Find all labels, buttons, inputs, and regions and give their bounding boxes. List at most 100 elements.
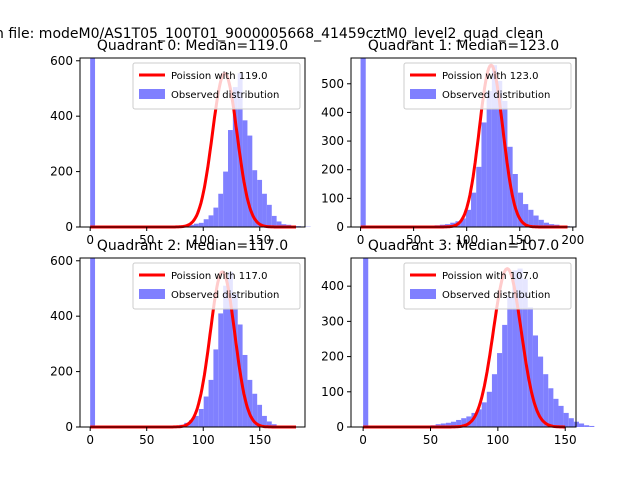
quadrant-2-legend-fit-label: Poission with 117.0 xyxy=(171,271,267,282)
quadrant-1-hist-bar xyxy=(491,65,498,228)
quadrant-1-xtick-label: 50 xyxy=(406,233,421,247)
quadrant-3-hist-bar xyxy=(563,412,569,427)
quadrant-3-ytick-label: 0 xyxy=(336,420,344,434)
quadrant-2-ytick-label: 400 xyxy=(50,309,73,323)
quadrant-1-ytick-label: 500 xyxy=(321,77,344,91)
quadrant-1-xtick-label: 150 xyxy=(508,233,531,247)
quadrant-3-hist-bar xyxy=(502,324,508,427)
quadrant-3-hist-bar xyxy=(507,296,513,427)
quadrant-3-hist-bar xyxy=(584,425,590,427)
quadrant-3-hist-bar xyxy=(450,421,457,427)
quadrant-3-hist-bar xyxy=(578,423,585,427)
quadrant-0-ytick-label: 400 xyxy=(50,109,73,123)
quadrant-2-hist-bar xyxy=(242,354,248,427)
quadrant-0-hist-bar xyxy=(242,120,248,227)
quadrant-1-legend-box xyxy=(403,62,572,110)
quadrant-3-xtick-label: 100 xyxy=(486,433,509,447)
quadrant-2-hist-bar xyxy=(208,379,214,427)
quadrant-2-hist-bar xyxy=(247,379,253,427)
quadrant-2-hist-bar xyxy=(228,271,233,427)
quadrant-0-xtick-label: 50 xyxy=(139,233,154,247)
quadrant-2-hist-bar xyxy=(203,396,209,427)
quadrant-0-ytick-label: 200 xyxy=(50,165,73,179)
quadrant-0-legend-observed-swatch xyxy=(139,89,165,99)
quadrant-3-hist-bar xyxy=(558,405,564,427)
quadrant-0-title: Quadrant 0: Median=119.0 xyxy=(97,38,288,54)
quadrant-3-ytick-label: 300 xyxy=(321,314,344,328)
quadrant-0-hist-bar xyxy=(271,215,277,227)
quadrant-2-ytick-label: 200 xyxy=(50,365,73,379)
quadrant-3-hist-bar xyxy=(476,409,482,427)
quadrant-3-hist-bar xyxy=(445,422,451,427)
quadrant-0-xtick-label: 100 xyxy=(192,233,215,247)
quadrant-3-xtick-label: 0 xyxy=(359,433,367,447)
quadrant-0-hist-bar xyxy=(208,215,214,227)
quadrant-1-ytick-label: 0 xyxy=(336,220,344,234)
quadrant-0-hist-bar xyxy=(266,204,272,227)
quadrant-0-axes: Quadrant 0: Median=119.0 0 50 100 150 0 200 400… xyxy=(50,38,311,247)
quadrant-1-hist-bar xyxy=(533,215,539,227)
quadrant-0-legend-fit-label: Poission with 119.0 xyxy=(171,71,267,82)
quadrant-0-legend-observed-label: Observed distribution xyxy=(171,90,279,101)
quadrant-2-legend-observed-swatch xyxy=(139,289,165,299)
quadrant-3-axes: Quadrant 3: Median=107.0 0 50 100 150 0 100 200… xyxy=(321,238,595,447)
quadrant-2-hist-bar xyxy=(193,415,199,427)
quadrant-0-hist-bar xyxy=(213,207,219,227)
quadrant-3-xtick-label: 50 xyxy=(423,433,438,447)
quadrant-3-hist-bar xyxy=(527,307,533,427)
quadrant-2-xtick-label: 100 xyxy=(192,433,215,447)
quadrant-0-ytick-label: 0 xyxy=(65,220,73,234)
quadrant-0-hist-bar xyxy=(223,171,229,227)
quadrant-2-hist-bar xyxy=(223,285,229,427)
quadrant-0-hist-bar xyxy=(252,170,258,227)
quadrant-1-hist-bar xyxy=(502,100,508,227)
quadrant-1-hist-bar xyxy=(481,122,487,227)
quadrant-2-ytick-label: 600 xyxy=(50,254,73,268)
quadrant-2-legend-observed-label: Observed distribution xyxy=(171,290,279,301)
quadrant-0-hist-bar xyxy=(198,222,204,227)
quadrant-1-hist-bar xyxy=(517,192,524,227)
quadrant-2-frame xyxy=(79,257,306,428)
quadrant-3-hist-bar xyxy=(440,423,446,427)
quadrant-2-hist-bar xyxy=(252,393,258,427)
quadrant-0-hist-bar xyxy=(218,193,224,227)
quadrant-3-hist-bar xyxy=(543,374,549,427)
quadrant-1-hist-bar xyxy=(497,80,503,227)
quadrant-1-xtick-label: 100 xyxy=(455,233,478,247)
quadrant-3-ytick-label: 400 xyxy=(321,279,344,293)
quadrant-1-hist-bar xyxy=(460,218,466,227)
quadrant-2-xtick-label: 150 xyxy=(248,433,271,447)
quadrant-1-hist-bar xyxy=(512,174,518,227)
quadrant-1-frame xyxy=(350,57,577,228)
quadrant-2-title: Quadrant 2: Median=117.0 xyxy=(97,238,288,254)
quadrant-1-xtick-label: 0 xyxy=(357,233,365,247)
quadrant-1-hist-bar xyxy=(543,222,550,227)
quadrant-3-legend-observed-swatch xyxy=(410,289,436,299)
quadrant-1-ytick-label: 400 xyxy=(321,105,344,119)
quadrant-3-ytick-label: 200 xyxy=(321,350,344,364)
quadrant-2-hist-bar xyxy=(213,349,219,427)
quadrant-2-legend-box xyxy=(132,262,301,310)
quadrant-3-hist-bar xyxy=(538,356,544,427)
quadrant-3-ytick-label: 100 xyxy=(321,385,344,399)
quadrant-3-xtick-label: 150 xyxy=(554,433,577,447)
figure-suptitle: n file: modeM0/AS1T05_100T01_9000005668_… xyxy=(0,26,543,42)
quadrant-3-legend-observed-label: Observed distribution xyxy=(442,290,550,301)
quadrant-3-legend-box xyxy=(403,262,572,310)
quadrant-1-xtick-label: 200 xyxy=(561,233,584,247)
quadrant-0-xtick-label: 0 xyxy=(86,233,94,247)
quadrant-2-hist-bar xyxy=(257,404,263,427)
quadrant-0-hist-bar xyxy=(228,130,233,227)
quadrant-1-ytick-label: 100 xyxy=(321,191,344,205)
quadrant-1-legend-observed-swatch xyxy=(410,89,436,99)
quadrant-2-hist-bar xyxy=(262,415,267,427)
quadrant-3-frame xyxy=(350,257,577,428)
quadrant-2-hist-bar xyxy=(266,421,272,427)
quadrant-1-ytick-label: 300 xyxy=(321,134,344,148)
quadrant-1-hist-bar-zero xyxy=(360,58,366,227)
quadrant-3-hist-bar xyxy=(491,374,498,427)
quadrant-1-ytick-label: 200 xyxy=(321,163,344,177)
quadrant-3-hist-bar xyxy=(568,418,574,427)
quadrant-0-ytick-label: 600 xyxy=(50,54,73,68)
quadrant-0-hist-bar xyxy=(193,223,199,227)
